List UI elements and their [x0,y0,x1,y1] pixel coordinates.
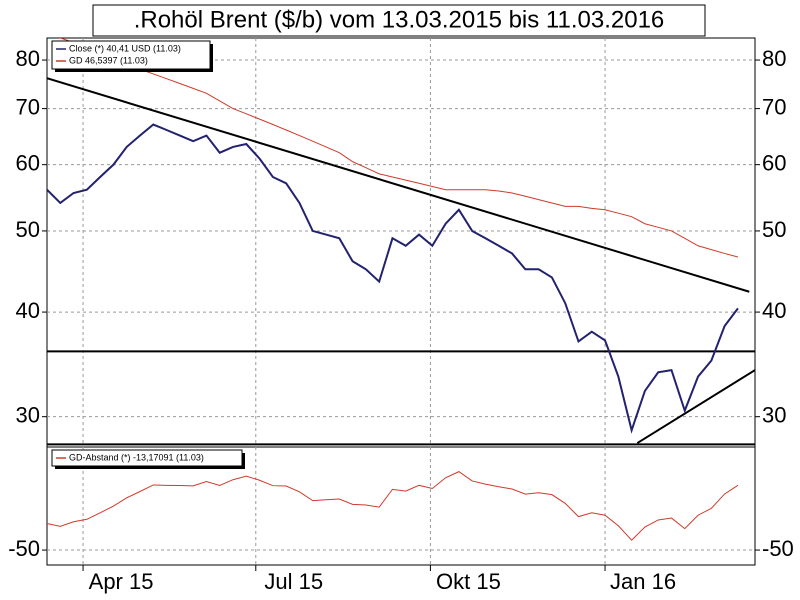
trend-line [636,369,755,444]
trend-line [47,77,750,293]
x-tick-label: Okt 15 [436,569,501,594]
y-tick-label: 30 [16,402,40,427]
chart-title: .Rohöl Brent ($/b) vom 13.03.2015 bis 11… [134,6,665,33]
y-tick-label: -50 [762,536,794,561]
x-tick-label: Jul 15 [264,569,323,594]
y-tick-label: -50 [8,536,40,561]
y-tick-label: 70 [762,94,786,119]
legend-label: GD-Abstand (*) -13,17091 (11.03) [69,452,204,462]
legend-label: Close (*) 40,41 USD (11.03) [69,43,181,53]
x-tick-label: Apr 15 [89,569,154,594]
series-line [47,471,739,541]
legend-label: GD 46,5397 (11.03) [69,55,148,65]
series-line [47,123,739,434]
series-line [58,38,739,258]
y-tick-label: 80 [762,46,786,71]
plot-area [47,38,755,446]
legend-box [51,449,243,467]
y-tick-label: 50 [762,217,786,242]
y-tick-label: 50 [16,217,40,242]
y-tick-label: 40 [762,298,786,323]
plot-frame [46,37,756,566]
x-tick-label: Jan 16 [610,569,676,594]
y-tick-label: 60 [16,150,40,175]
y-tick-label: 70 [16,94,40,119]
y-tick-label: 40 [16,298,40,323]
plot-area [47,471,739,541]
y-tick-label: 60 [762,150,786,175]
legend-box [51,40,211,70]
y-tick-label: 80 [16,46,40,71]
y-tick-label: 30 [762,402,786,427]
title-box [92,4,706,37]
